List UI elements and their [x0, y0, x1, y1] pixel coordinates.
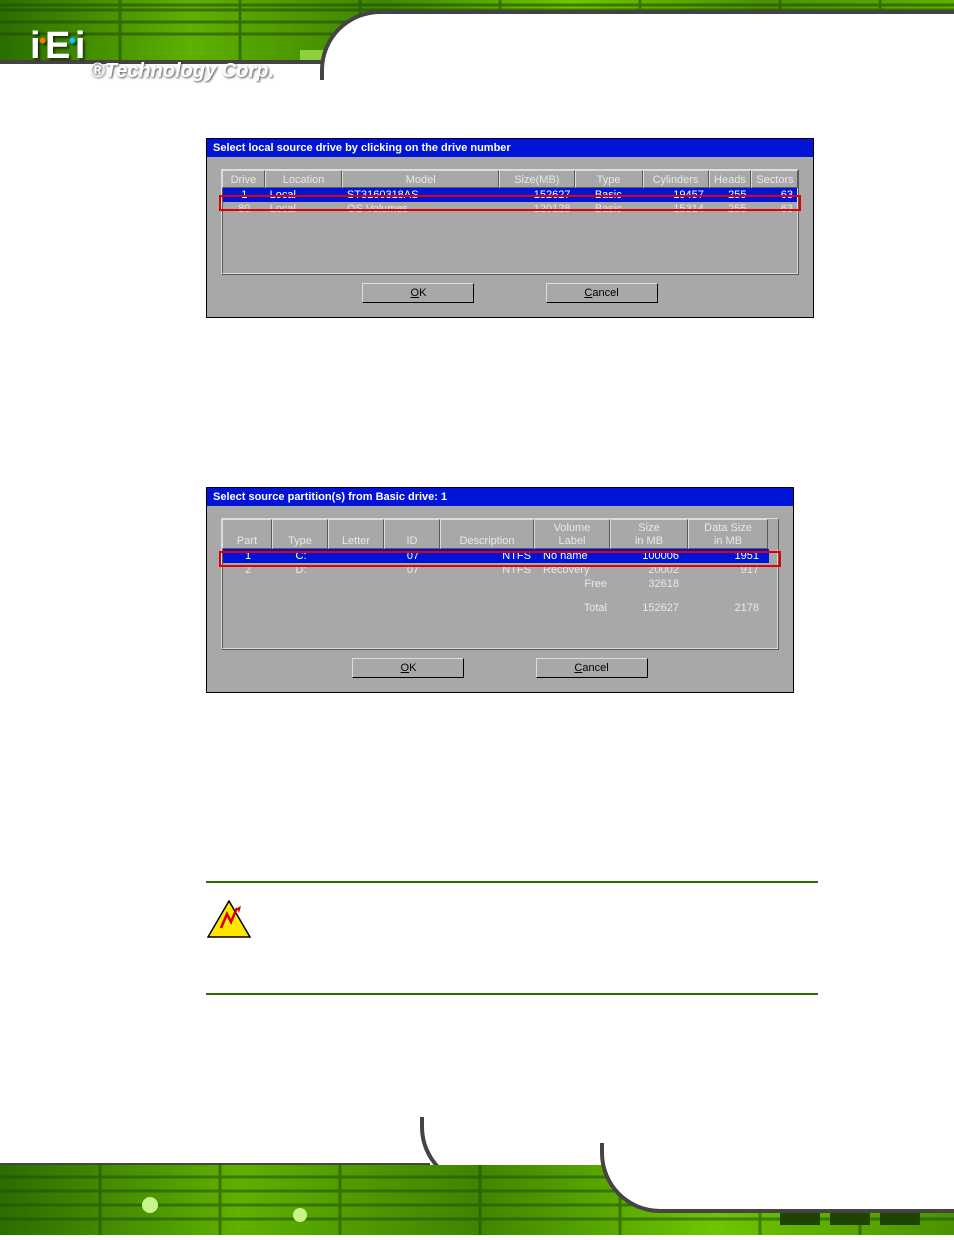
col-model: Model [342, 170, 499, 188]
summary-free-row: Free 32618 [223, 577, 777, 591]
drive-grid: Drive Location Model Size(MB) Type Cylin… [221, 169, 799, 275]
col-size: Size(MB) [499, 170, 575, 188]
col-part: Part [222, 519, 272, 549]
dialog-buttons: OK Cancel [221, 650, 779, 682]
partition-row[interactable]: 2 D: 07 NTFS Recovery 20002 917 [223, 563, 777, 577]
cancel-button[interactable]: Cancel [536, 658, 648, 678]
col-type: Type [575, 170, 643, 188]
footer-swoosh-inner [600, 1143, 954, 1213]
spacer-row [223, 591, 777, 601]
col-letter: Letter [328, 519, 384, 549]
dialog-titlebar: Select local source drive by clicking on… [207, 139, 813, 157]
partition-grid: Part Type Letter ID Description VolumeLa… [221, 518, 779, 650]
footer-decorative [0, 1115, 954, 1235]
footer-white-block [0, 1107, 430, 1167]
col-size-mb: Sizein MB [610, 519, 688, 549]
col-heads: Heads [709, 170, 752, 188]
warning-icon [207, 900, 251, 938]
drive-row[interactable]: 80 Local OS Volumes 120128 Basic 15314 2… [223, 202, 797, 216]
select-source-drive-dialog: Select local source drive by clicking on… [206, 138, 814, 318]
col-id: ID [384, 519, 440, 549]
dialog-buttons: OK Cancel [221, 275, 799, 307]
dialog-titlebar: Select source partition(s) from Basic dr… [207, 488, 793, 506]
col-sectors: Sectors [751, 170, 798, 188]
brand-name: i●E●i [30, 25, 83, 67]
col-volume-label: VolumeLabel [534, 519, 610, 549]
partition-row[interactable]: 1 C: 07 NTFS No name 100006 1951 [223, 549, 777, 563]
brand-logo: i●E●i [30, 25, 83, 68]
select-source-partition-dialog: Select source partition(s) from Basic dr… [206, 487, 794, 693]
ok-button[interactable]: OK [362, 283, 474, 303]
cancel-button[interactable]: Cancel [546, 283, 658, 303]
col-location: Location [265, 170, 343, 188]
brand-tagline: ®Technology Corp. [90, 60, 274, 83]
col-type: Type [272, 519, 328, 549]
col-cylinders: Cylinders [643, 170, 709, 188]
dialog-body: Drive Location Model Size(MB) Type Cylin… [207, 157, 813, 317]
drive-row[interactable]: 1 Local ST3160318AS 152627 Basic 19457 2… [223, 188, 797, 202]
ok-button[interactable]: OK [352, 658, 464, 678]
col-description: Description [440, 519, 534, 549]
partition-grid-rows: 1 C: 07 NTFS No name 100006 1951 2 D: 07… [222, 549, 778, 649]
summary-total-row: Total 152627 2178 [223, 601, 777, 615]
header-decorative: i●E●i ®Technology Corp. [0, 0, 954, 110]
header-swoosh-curve [320, 10, 954, 80]
dialog-body: Part Type Letter ID Description VolumeLa… [207, 506, 793, 692]
partition-grid-header: Part Type Letter ID Description VolumeLa… [222, 519, 778, 549]
warning-rule-bottom [206, 993, 818, 995]
drive-grid-rows: 1 Local ST3160318AS 152627 Basic 19457 2… [222, 188, 798, 274]
col-data-size-mb: Data Sizein MB [688, 519, 768, 549]
col-drive: Drive [222, 170, 265, 188]
drive-grid-header: Drive Location Model Size(MB) Type Cylin… [222, 170, 798, 188]
warning-rule-top [206, 881, 818, 883]
